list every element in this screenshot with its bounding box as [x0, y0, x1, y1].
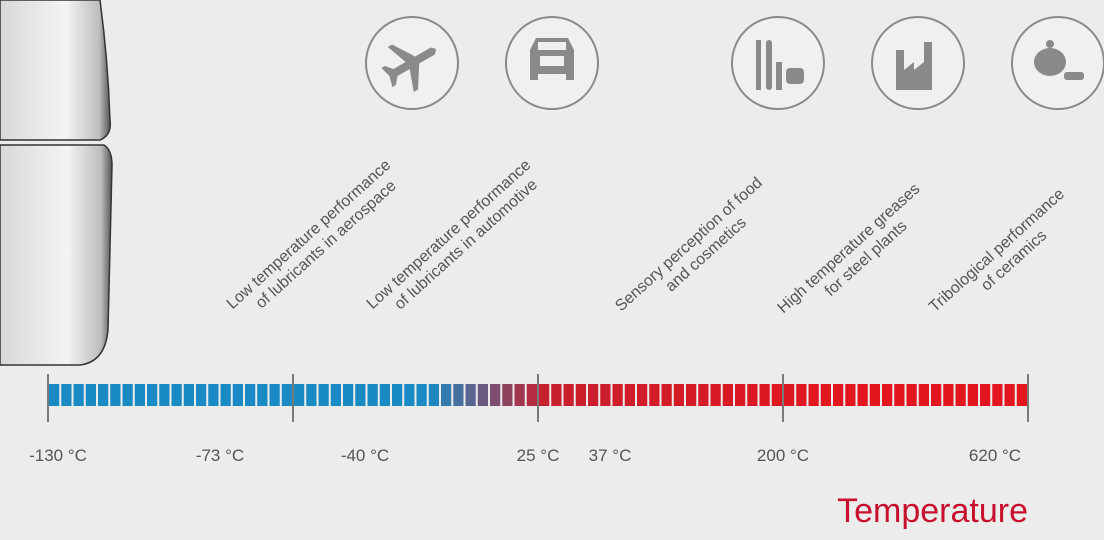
bar-segment: [906, 384, 917, 406]
bar-segment: [612, 384, 623, 406]
bar-segment: [147, 384, 158, 406]
bar-segment: [196, 384, 207, 406]
bar-segment: [392, 384, 403, 406]
bar-segment: [514, 384, 525, 406]
bar-segment: [245, 384, 256, 406]
bar-segment: [845, 384, 856, 406]
bar-segment: [575, 384, 586, 406]
temperature-bar: [47, 374, 1029, 422]
bar-segment: [477, 384, 488, 406]
axis-title: Temperature: [837, 492, 1028, 530]
bar-segment: [771, 384, 782, 406]
bar-segment: [453, 384, 464, 406]
bar-segment: [992, 384, 1003, 406]
food-icon: [731, 16, 825, 110]
scale-label: -73 °C: [196, 446, 244, 465]
bar-segment: [588, 384, 599, 406]
bar-segment: [110, 384, 121, 406]
bar-segment: [159, 384, 170, 406]
bar-segment: [967, 384, 978, 406]
icons: [365, 16, 1104, 110]
bar-segment: [931, 384, 942, 406]
bar-segment: [637, 384, 648, 406]
bar-segment: [220, 384, 231, 406]
bar-segment: [1016, 384, 1027, 406]
bar-segment: [281, 384, 292, 406]
bar-segment: [416, 384, 427, 406]
bar-segment: [722, 384, 733, 406]
bar-segment: [551, 384, 562, 406]
bar-segment: [134, 384, 145, 406]
bar-segment: [882, 384, 893, 406]
bar-segment: [379, 384, 390, 406]
bar-segment: [404, 384, 415, 406]
bar-segment: [61, 384, 72, 406]
bar-segment: [502, 384, 513, 406]
bar-segment: [441, 384, 452, 406]
bar-segment: [257, 384, 268, 406]
bar-segment: [820, 384, 831, 406]
bar-segment: [294, 384, 305, 406]
bar-segment: [784, 384, 795, 406]
bar-segment: [171, 384, 182, 406]
bar-segment: [747, 384, 758, 406]
plane-icon: [365, 16, 459, 110]
bar-segment: [318, 384, 329, 406]
scale-label: 25 °C: [517, 446, 560, 465]
scale-labels: -130 °C -73 °C -40 °C 25 °C 37 °C 200 °C 620 °…: [29, 446, 1021, 465]
bar-segment: [600, 384, 611, 406]
bar-segment: [796, 384, 807, 406]
bar-segment: [869, 384, 880, 406]
teapot-icon: [1011, 16, 1104, 110]
bar-segment: [232, 384, 243, 406]
bar-segment: [73, 384, 84, 406]
bar-segment: [465, 384, 476, 406]
bar-segment: [85, 384, 96, 406]
bar-segment: [49, 384, 60, 406]
bar-segment: [306, 384, 317, 406]
bar-segment: [367, 384, 378, 406]
scale-label: 37 °C: [589, 446, 632, 465]
bar-segment: [673, 384, 684, 406]
instrument: [0, 0, 113, 366]
factory-icon: [871, 16, 965, 110]
bar-segment: [808, 384, 819, 406]
bar-segment: [759, 384, 770, 406]
scale-label: 200 °C: [757, 446, 809, 465]
bar-segment: [330, 384, 341, 406]
bar-segment: [624, 384, 635, 406]
bar-segment: [1004, 384, 1015, 406]
bar-segment: [208, 384, 219, 406]
bar-segment: [428, 384, 439, 406]
bar-segment: [918, 384, 929, 406]
bar-segment: [122, 384, 133, 406]
bar-segment: [539, 384, 550, 406]
bar-segment: [355, 384, 366, 406]
bar-segment: [955, 384, 966, 406]
bar-segment: [894, 384, 905, 406]
scale-label: -130 °C: [29, 446, 87, 465]
bar-segment: [857, 384, 868, 406]
bar-segment: [183, 384, 194, 406]
bar-segment: [98, 384, 109, 406]
bar-segment: [980, 384, 991, 406]
scale-label: 620 °C: [969, 446, 1021, 465]
car-icon: [505, 16, 599, 110]
bar-segment: [943, 384, 954, 406]
bar-segment: [698, 384, 709, 406]
bar-segment: [490, 384, 501, 406]
bar-segment: [686, 384, 697, 406]
bar-segment: [649, 384, 660, 406]
bar-segment: [661, 384, 672, 406]
bar-segment: [710, 384, 721, 406]
bar-segment: [833, 384, 844, 406]
bar-segment: [563, 384, 574, 406]
bar-segment: [269, 384, 280, 406]
bar-segment: [526, 384, 537, 406]
bar-segment: [735, 384, 746, 406]
scale-label: -40 °C: [341, 446, 389, 465]
bar-segment: [343, 384, 354, 406]
